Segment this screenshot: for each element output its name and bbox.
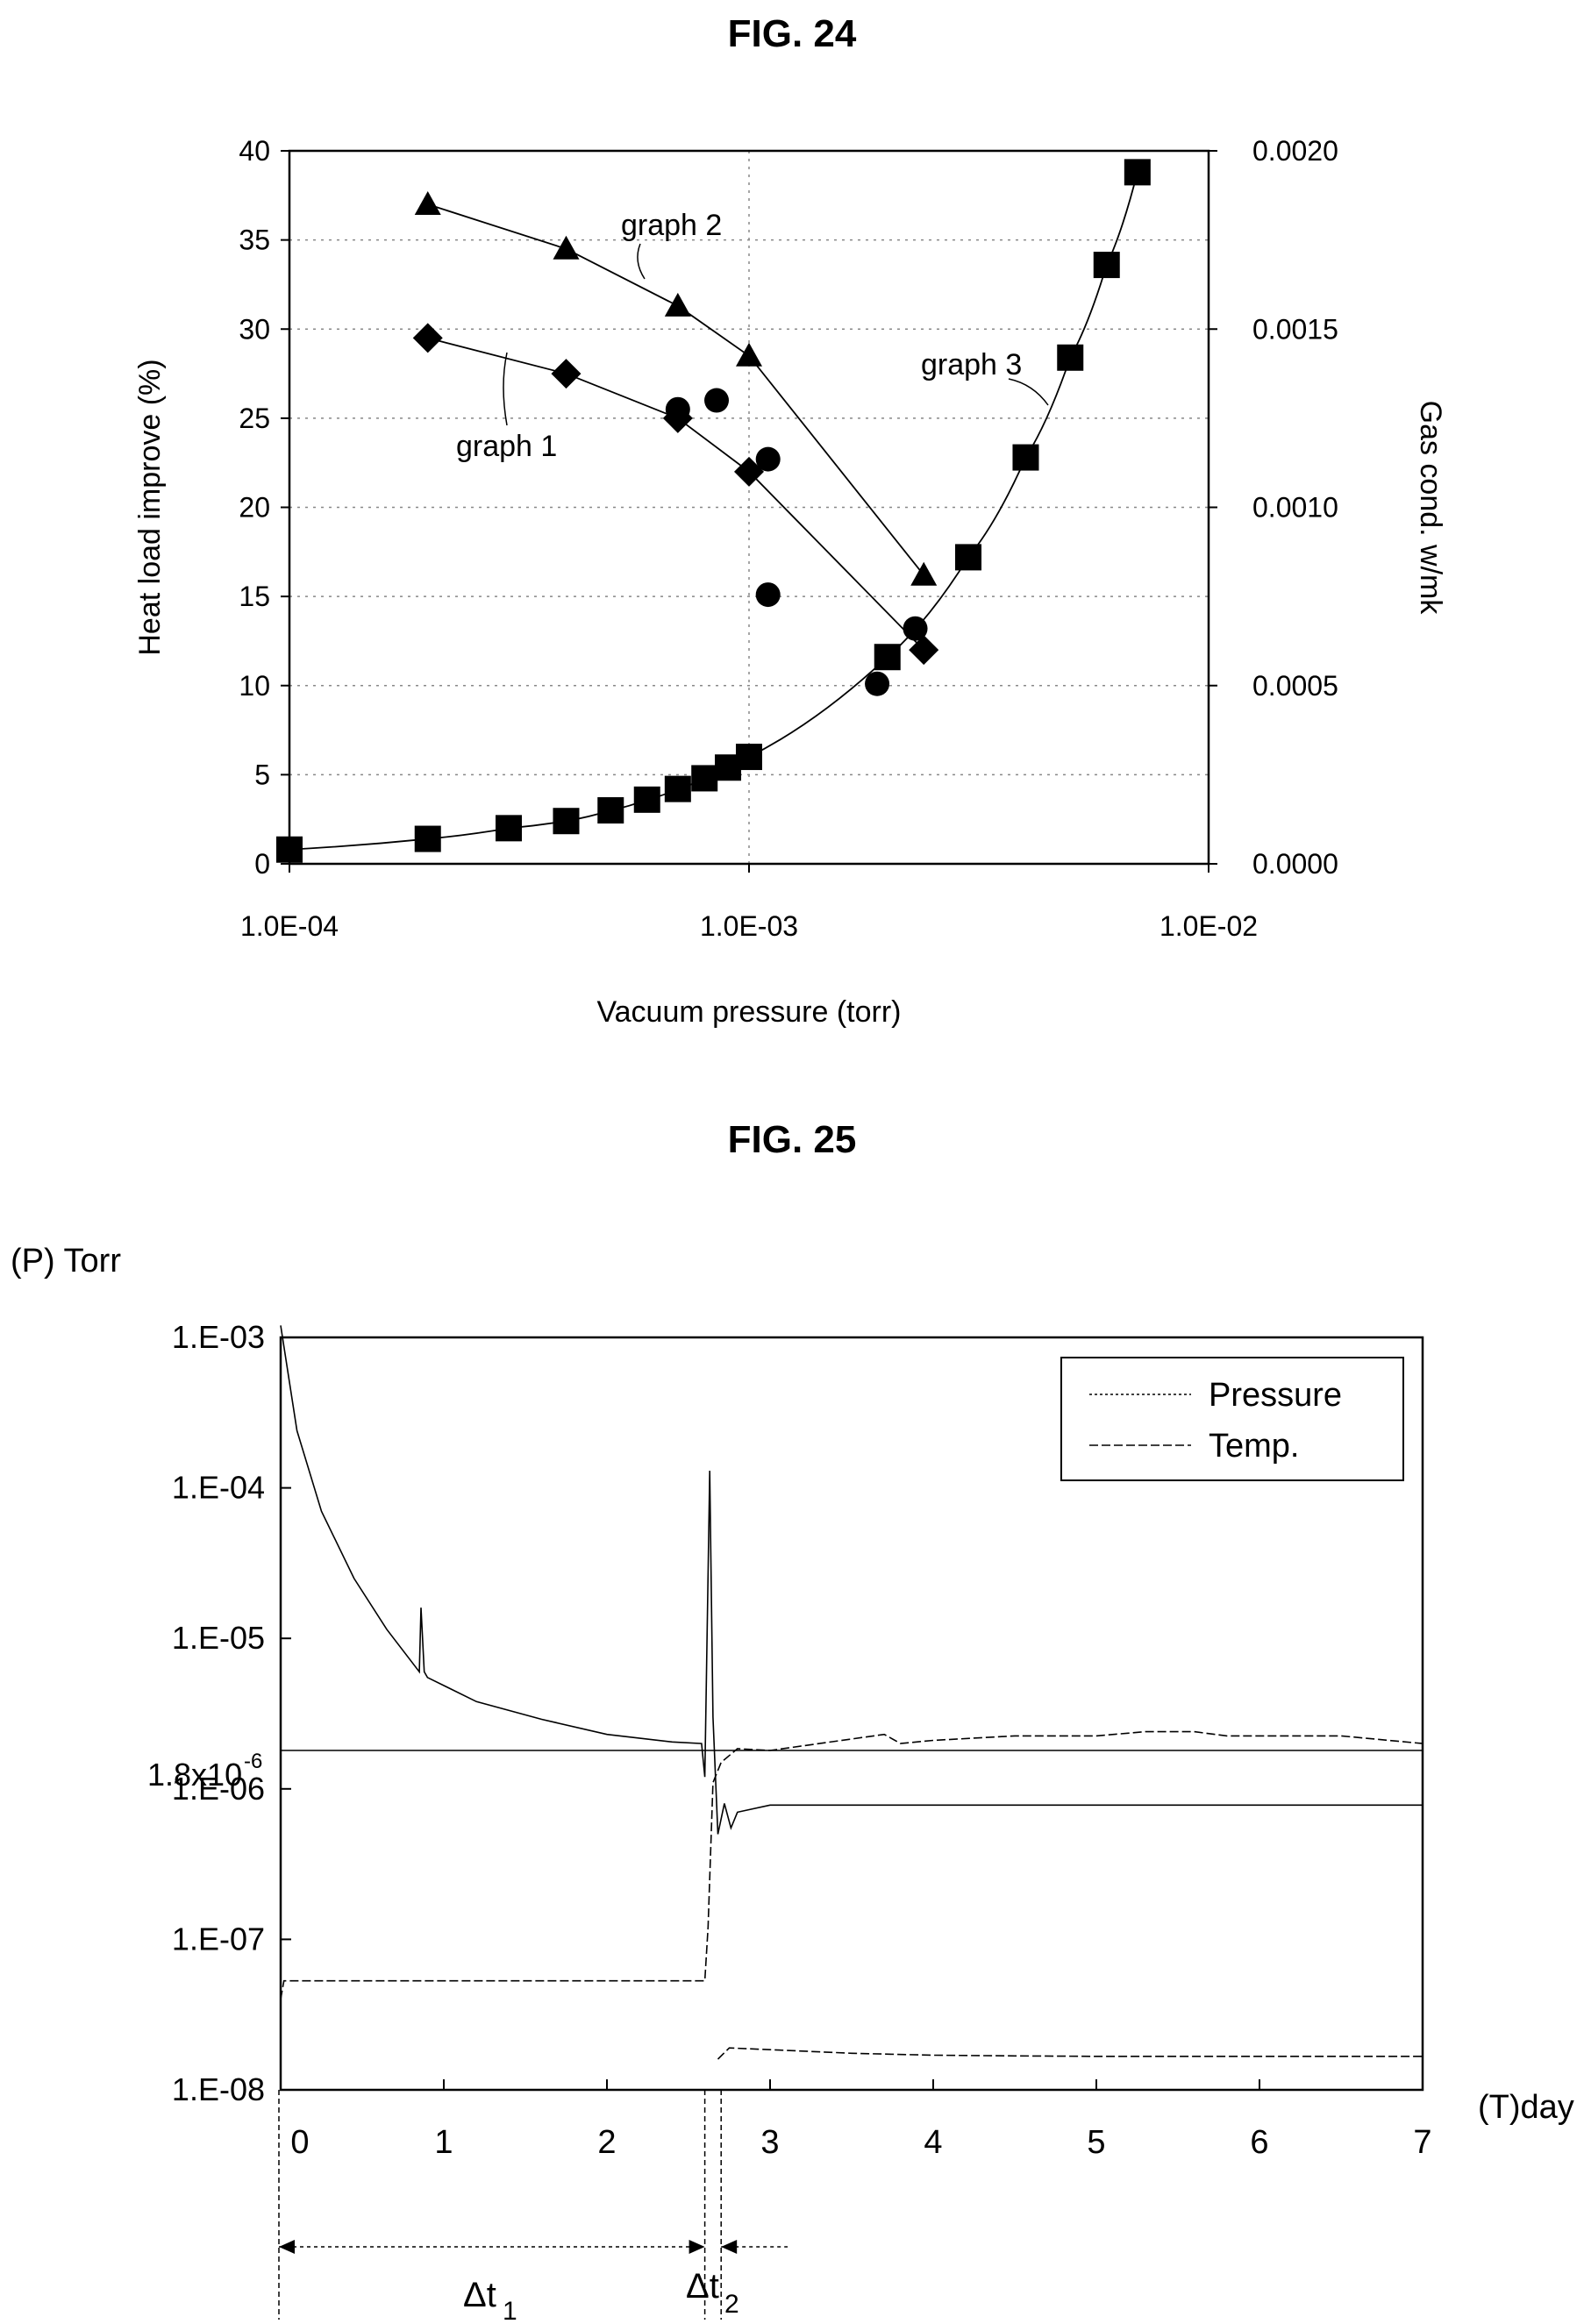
square-marker <box>664 775 691 802</box>
interval-arrow-2-head <box>721 2240 738 2254</box>
plot-frame <box>279 1336 1424 2092</box>
fig24-title: FIG. 24 <box>727 12 857 55</box>
square-marker <box>955 544 982 571</box>
series-label-graph-1: graph 1 <box>456 430 557 463</box>
x-tick-label: 1.0E-04 <box>240 910 339 942</box>
legend-entry: Temp. <box>1209 1428 1299 1465</box>
y2-tick-label: 0.0020 <box>1252 135 1338 167</box>
y-tick-label: 1.E-06 <box>172 1771 265 1807</box>
triangle-marker <box>736 342 762 367</box>
interval-label-1: Δt <box>463 2276 496 2314</box>
square-marker <box>691 765 718 792</box>
interval-arrow-1-head <box>689 2240 705 2254</box>
y2-tick-label: 0.0000 <box>1252 848 1338 880</box>
square-marker <box>736 744 762 771</box>
square-marker <box>496 815 523 842</box>
circle-marker <box>665 396 690 422</box>
series-line <box>427 337 924 651</box>
diamond-marker <box>909 635 939 666</box>
circle-marker <box>755 582 781 608</box>
y2-axis-label: Gas cond. w/mk <box>1414 401 1447 616</box>
y-tick-label: 1.E-08 <box>172 2071 265 2107</box>
x-tick-label: 6 <box>1250 2124 1268 2161</box>
square-marker <box>1093 252 1120 279</box>
x-axis-label: (T)day <box>1478 2089 1574 2126</box>
series-label-graph-3: graph 3 <box>921 348 1022 381</box>
interval-label-1-sub: 1 <box>503 2297 517 2324</box>
series-line <box>427 203 924 576</box>
x-tick-label: 2 <box>597 2124 616 2161</box>
diamond-marker <box>412 323 443 353</box>
circle-marker <box>755 446 781 472</box>
triangle-marker <box>910 561 938 586</box>
x-tick-label: 1.0E-03 <box>700 910 798 942</box>
x-axis-label: Vacuum pressure (torr) <box>596 995 901 1029</box>
triangle-marker <box>664 292 691 317</box>
y-tick-label: 20 <box>239 492 270 524</box>
y-tick-label: 0 <box>254 848 270 880</box>
fig25-title: FIG. 25 <box>727 1118 857 1161</box>
y-tick-label: 1.E-05 <box>172 1620 265 1656</box>
x-tick-label: 7 <box>1413 2124 1431 2161</box>
leader-line <box>503 352 508 426</box>
y-tick-label: 1.E-07 <box>172 1921 265 1957</box>
series-line <box>717 2047 1423 2060</box>
circle-marker <box>865 671 890 696</box>
y-tick-label: 5 <box>254 759 270 790</box>
interval-label-2-sub: 2 <box>724 2290 739 2319</box>
diamond-marker <box>734 456 764 487</box>
x-tick-label: 3 <box>760 2124 779 2161</box>
fig24-chart: 0 5 10 15 20 25 30 35 40 0.0000 0.0005 0.0010 0.0015… <box>133 135 1447 1029</box>
legend-box <box>1060 1357 1404 1481</box>
square-marker <box>553 808 580 835</box>
square-marker <box>1057 344 1084 371</box>
y2-tick-label: 0.0005 <box>1252 670 1338 702</box>
square-marker <box>633 786 660 813</box>
leader-line <box>637 243 646 280</box>
y-tick-label: 25 <box>239 403 270 434</box>
reference-value-label: 1.8x10 <box>147 1757 242 1793</box>
legend-entry: Pressure <box>1209 1377 1342 1414</box>
series-line <box>289 172 1138 851</box>
x-tick-label: 0 <box>290 2124 309 2161</box>
x-tick-label: 1 <box>434 2124 453 2161</box>
triangle-marker <box>553 235 580 260</box>
x-tick-label: 1.0E-02 <box>1159 910 1258 942</box>
leader-line <box>1008 378 1049 406</box>
square-marker <box>874 644 901 671</box>
square-marker <box>276 836 303 863</box>
y-tick-label: 30 <box>239 313 270 345</box>
series-line <box>280 1325 1423 1835</box>
interval-label-2: Δt <box>686 2267 719 2306</box>
y2-tick-label: 0.0010 <box>1252 492 1338 524</box>
y-axis-label: (P) Torr <box>11 1243 121 1280</box>
square-marker <box>414 825 441 852</box>
series-line <box>280 1730 1423 2000</box>
x-tick-label: 4 <box>924 2124 942 2161</box>
x-tick-label: 5 <box>1087 2124 1105 2161</box>
fig25-chart: 1.E-03 1.E-04 1.E-05 1.E-06 1.E-07 1.E-08 1.8x… <box>11 1243 1574 2324</box>
y-tick-label: 10 <box>239 670 270 702</box>
diamond-marker <box>551 359 582 389</box>
square-marker <box>597 797 624 824</box>
circle-marker <box>704 388 730 413</box>
y-axis-label: Heat load improve (%) <box>133 359 167 655</box>
y-tick-label: 40 <box>239 135 270 167</box>
y2-tick-label: 0.0015 <box>1252 313 1338 345</box>
series-label-graph-2: graph 2 <box>621 209 722 242</box>
triangle-marker <box>414 190 441 215</box>
y-tick-label: 1.E-04 <box>172 1470 265 1506</box>
y-tick-label: 35 <box>239 225 270 256</box>
interval-arrow-1-head <box>279 2240 295 2254</box>
square-marker <box>1012 444 1039 471</box>
plot-frame <box>288 149 1210 866</box>
y-tick-label: 1.E-03 <box>172 1319 265 1355</box>
square-marker <box>1124 159 1151 186</box>
y-tick-label: 15 <box>239 581 270 612</box>
reference-value-exponent: -6 <box>244 1750 262 1773</box>
